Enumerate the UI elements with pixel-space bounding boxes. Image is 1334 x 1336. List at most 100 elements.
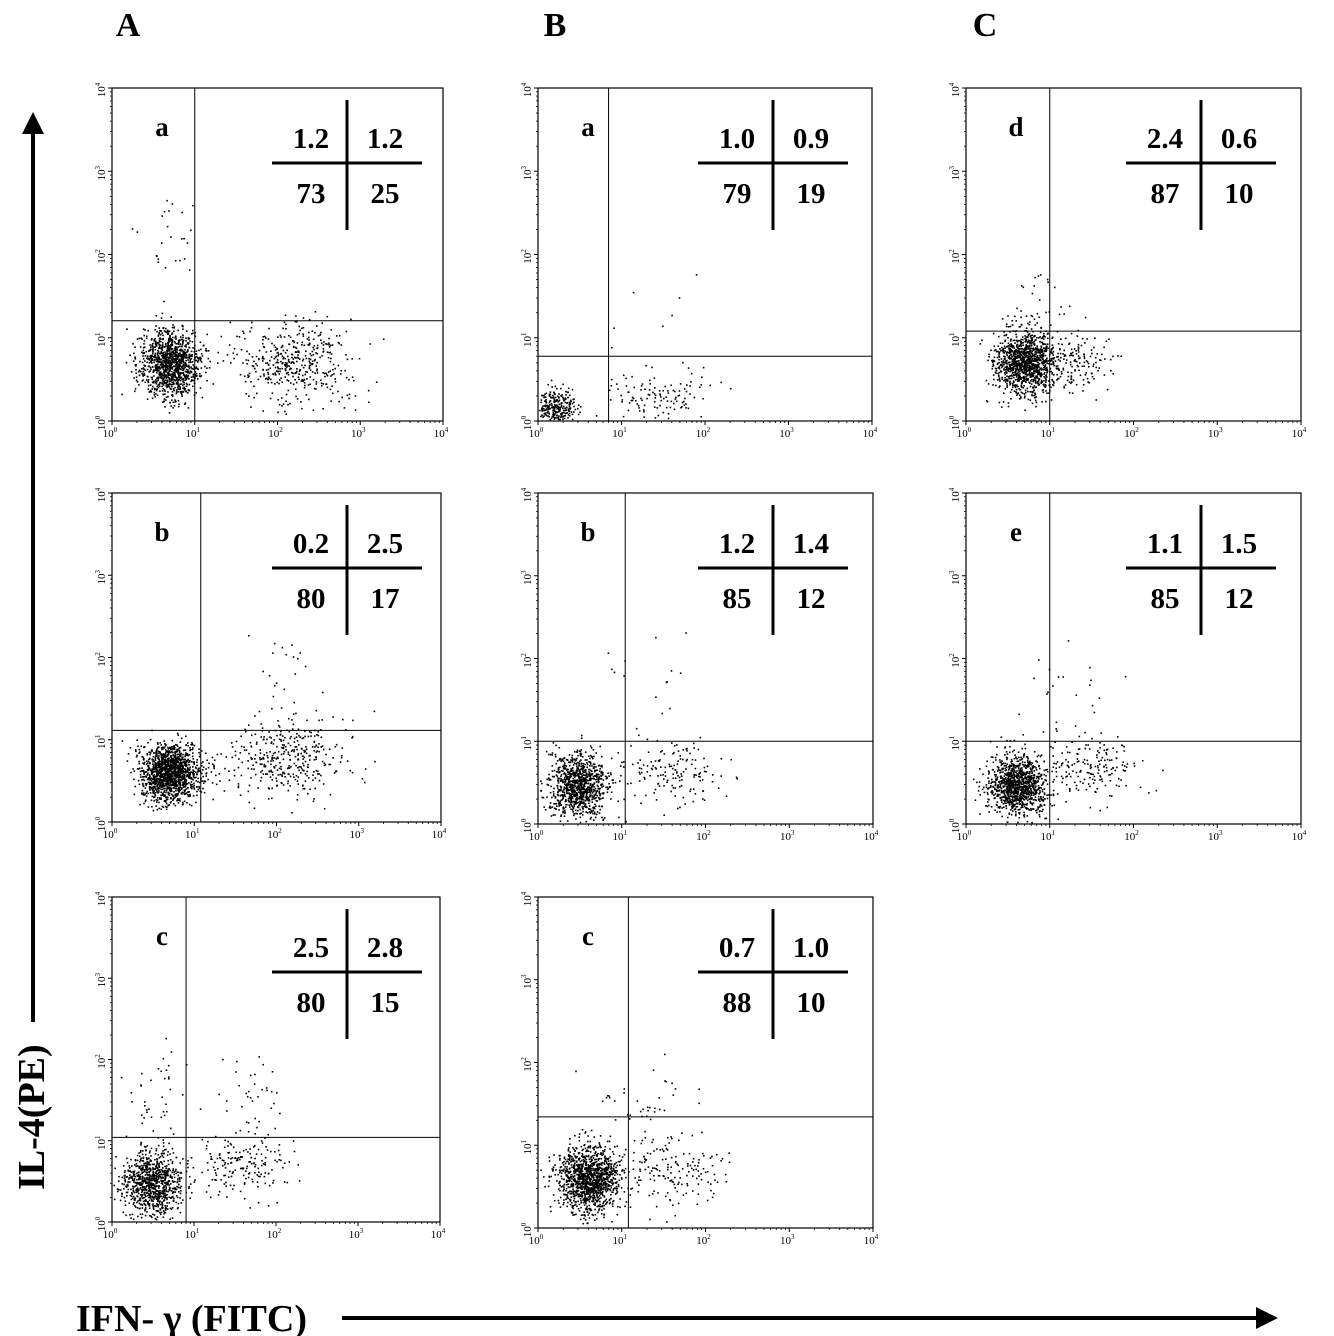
event-dot: [302, 787, 304, 790]
x-tick-label: 104: [431, 1227, 446, 1241]
event-dot: [147, 768, 150, 771]
event-dot: [178, 359, 181, 362]
event-dot: [247, 359, 250, 362]
event-dot: [138, 1177, 140, 1180]
event-dot: [161, 753, 164, 756]
event-dot: [164, 765, 167, 768]
event-dot: [280, 730, 282, 733]
event-dot: [172, 375, 174, 378]
event-dot: [249, 1207, 251, 1209]
quadrant-percentages: 0.2 2.580 17: [272, 505, 422, 635]
event-dot: [154, 1158, 156, 1161]
event-dot: [121, 1183, 124, 1185]
event-dot: [262, 410, 264, 412]
event-dot: [158, 766, 161, 769]
event-dot: [163, 1077, 166, 1080]
event-dot: [193, 782, 195, 785]
event-dot: [267, 1205, 270, 1207]
event-dot: [192, 752, 194, 754]
event-dot: [139, 1159, 142, 1161]
event-dot: [214, 1169, 216, 1172]
event-dot: [158, 332, 161, 335]
event-dot: [205, 775, 207, 777]
event-dot: [282, 746, 285, 749]
event-dot: [176, 378, 178, 380]
event-dot: [142, 746, 145, 749]
event-dot: [310, 354, 313, 357]
event-dot: [135, 364, 137, 366]
event-dot: [162, 781, 164, 783]
event-dot: [177, 391, 179, 393]
event-dot: [178, 783, 181, 785]
event-dot: [156, 1197, 159, 1199]
event-dot: [138, 1192, 140, 1195]
event-dot: [184, 348, 186, 351]
event-dot: [155, 381, 157, 384]
event-dot: [149, 1189, 151, 1192]
quadrant-value-lower-left: 73: [297, 178, 326, 210]
event-dot: [165, 768, 167, 770]
event-dot: [157, 1172, 159, 1175]
event-dot: [257, 378, 260, 381]
event-dot: [183, 762, 186, 765]
event-dot: [180, 737, 183, 740]
event-dot: [173, 358, 176, 360]
event-dot: [146, 1168, 149, 1171]
event-dot: [351, 376, 354, 378]
event-dot: [193, 373, 195, 376]
event-dot: [202, 761, 204, 763]
event-dot: [307, 384, 310, 386]
event-dot: [126, 1157, 128, 1160]
event-dot: [154, 1184, 156, 1187]
event-dot: [172, 766, 174, 768]
event-dot: [262, 338, 264, 341]
event-dot: [239, 373, 242, 376]
event-dot: [200, 357, 202, 360]
event-dot: [304, 364, 306, 367]
event-dot: [151, 366, 154, 368]
event-dot: [162, 342, 164, 344]
event-dot: [172, 1168, 175, 1170]
event-dot: [262, 336, 265, 338]
event-dot: [148, 1168, 150, 1170]
event-dot: [149, 366, 152, 369]
event-dot: [315, 388, 317, 390]
event-dot: [329, 793, 332, 796]
event-dot: [284, 368, 287, 370]
event-dot: [173, 365, 175, 367]
event-dot: [281, 367, 283, 370]
event-dot: [168, 1196, 170, 1199]
event-dot: [182, 360, 185, 362]
event-dot: [161, 1180, 163, 1182]
event-dot: [280, 377, 282, 379]
event-dot: [271, 758, 273, 760]
event-dot: [158, 765, 161, 767]
event-dot: [152, 382, 155, 384]
event-dot: [176, 349, 178, 351]
x-tick-label: 101: [186, 426, 201, 440]
event-dot: [245, 1121, 248, 1123]
event-dot: [187, 761, 190, 764]
event-dot: [172, 387, 175, 390]
event-dot: [328, 342, 330, 344]
event-dot: [236, 1060, 238, 1063]
event-dot: [169, 1174, 172, 1177]
event-dot: [166, 329, 169, 332]
event-dot: [164, 364, 167, 367]
event-dot: [137, 1182, 140, 1185]
event-dot: [165, 784, 167, 787]
event-dot: [133, 1179, 135, 1182]
event-dot: [115, 1156, 117, 1158]
event-dot: [143, 374, 146, 376]
event-dot: [320, 342, 323, 345]
event-dot: [330, 357, 332, 360]
event-dot: [160, 352, 163, 354]
event-dot: [148, 758, 150, 761]
event-dot: [227, 1145, 229, 1147]
event-dot: [149, 1170, 152, 1172]
event-dot: [173, 405, 176, 407]
event-dot: [328, 748, 331, 751]
event-dot: [234, 1157, 236, 1159]
event-dot: [151, 1175, 153, 1178]
event-dot: [293, 762, 296, 765]
